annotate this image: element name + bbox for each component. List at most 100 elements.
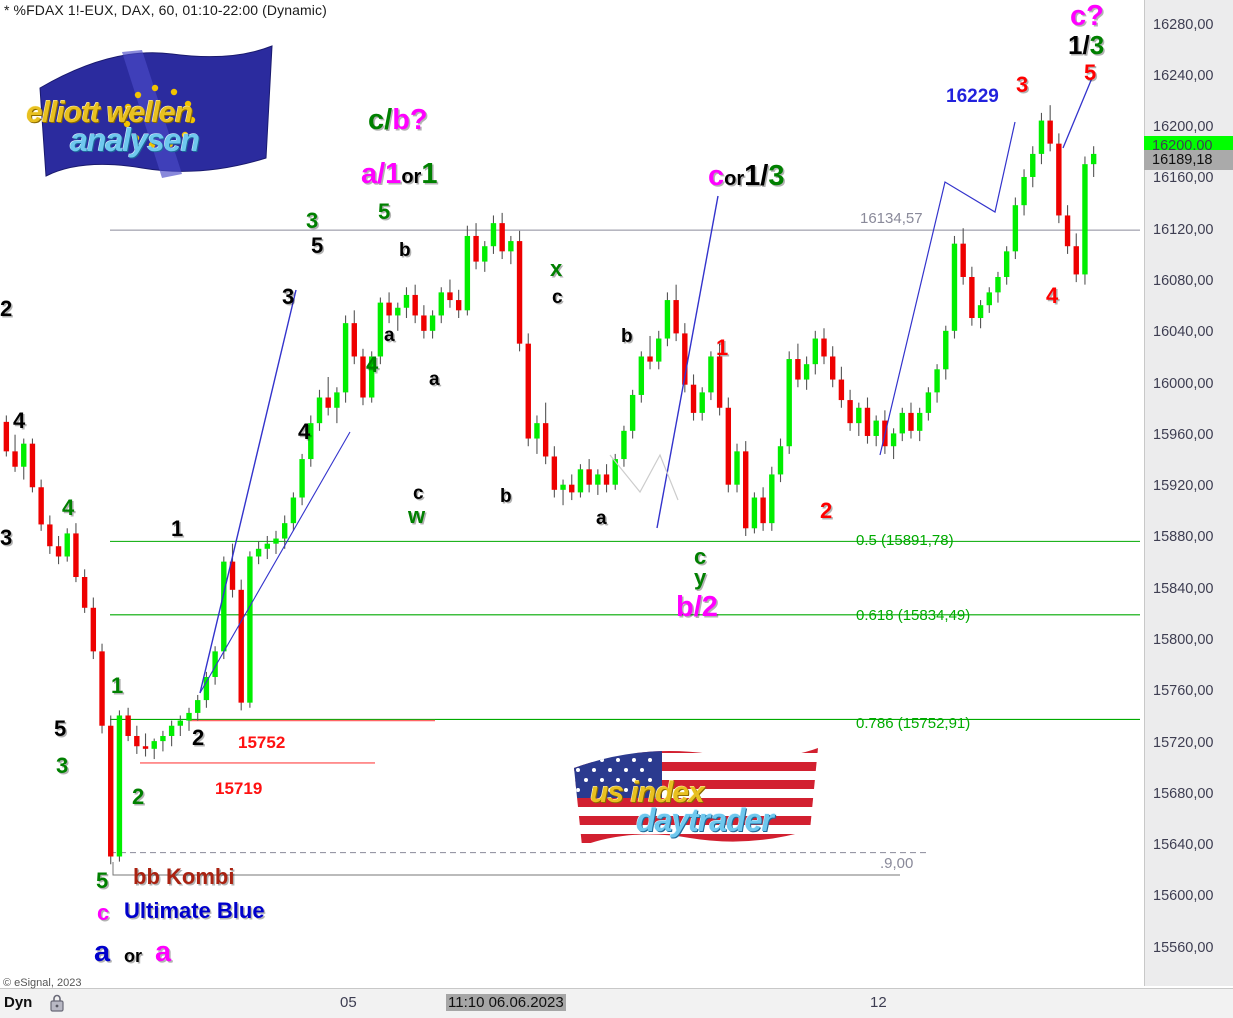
annotation-5-red-top: 5 <box>1084 60 1097 85</box>
candle-body <box>577 469 584 493</box>
candle-body <box>55 546 62 557</box>
candle-body <box>421 315 427 331</box>
candle-body <box>934 369 940 393</box>
candle-body <box>160 735 166 742</box>
price-axis-tick: 16240,00 <box>1153 67 1214 84</box>
candle-body <box>1073 246 1079 275</box>
candle-body <box>943 330 949 370</box>
fib-label-0786: 0.786 (15752,91) <box>856 715 971 732</box>
candle-body <box>473 235 479 262</box>
annotation-or-bottom: or <box>124 946 142 966</box>
candle-body <box>282 523 288 539</box>
price-axis-tick: 16040,00 <box>1153 324 1214 341</box>
annotation-y-green: y <box>694 565 707 590</box>
candle-body <box>47 524 53 547</box>
annotation-4-red: 4 <box>1046 283 1059 308</box>
candle-body <box>951 243 958 331</box>
candle-body <box>1003 251 1010 277</box>
annotation-3-green-low: 3 <box>56 753 69 778</box>
candle-body <box>264 543 270 549</box>
candle-body <box>708 356 714 393</box>
candle-body <box>351 323 357 357</box>
time-tick-05: 05 <box>340 994 357 1011</box>
candle-body <box>108 725 114 857</box>
candle-body <box>12 451 18 467</box>
lock-icon[interactable] <box>48 993 66 1013</box>
candle-body <box>551 456 558 490</box>
annotation-1-red: 1 <box>716 335 729 360</box>
candle-body <box>3 421 10 452</box>
candle-body <box>977 305 984 319</box>
annotation-c-1: c <box>413 483 424 504</box>
candle-body <box>864 407 871 436</box>
candle-body <box>890 433 897 447</box>
candle-body <box>455 300 462 311</box>
candle-body <box>221 561 227 652</box>
candle-body <box>255 548 262 557</box>
logo-elliott-wellen-analysen: elliott wellen analysen <box>22 28 288 188</box>
candle-body <box>21 443 27 467</box>
fib-label-0500: 0.5 (15891,78) <box>856 532 954 549</box>
annotation-3-red: 3 <box>1016 72 1029 97</box>
logo-text-us-line2: daytrader <box>636 802 774 838</box>
annotation-2-red: 2 <box>820 498 833 523</box>
annotation-a1-or-1: a/1or1 <box>361 158 438 190</box>
candle-body <box>1012 205 1019 252</box>
time-tick-12: 12 <box>870 994 887 1011</box>
annotation-c-question: c? <box>1070 0 1104 32</box>
price-axis-tick: 15800,00 <box>1153 632 1214 649</box>
candle-body <box>134 735 140 747</box>
candle-body <box>1021 176 1027 206</box>
candle-body <box>203 677 210 701</box>
price-axis-tick: 16080,00 <box>1153 273 1214 290</box>
price-axis-tick: 15840,00 <box>1153 580 1214 597</box>
candle-body <box>342 323 349 393</box>
price-axis-tick: 15640,00 <box>1153 837 1214 854</box>
annotation-a-3: a <box>596 508 607 529</box>
annotation-c-magenta-bottom: c <box>97 900 110 925</box>
time-axis[interactable]: Dyn 05 11:10 06.06.2023 12 <box>0 988 1233 1018</box>
candle-body <box>229 561 236 590</box>
candle-body <box>99 651 105 726</box>
candle-body <box>899 412 905 434</box>
price-axis-tick: 15680,00 <box>1153 785 1214 802</box>
candle-body <box>760 497 766 524</box>
candle-body <box>795 359 801 380</box>
candle-body <box>699 392 705 413</box>
candle-body <box>186 712 192 721</box>
candle-body <box>629 394 636 431</box>
copyright-notice: © eSignal, 2023 <box>3 977 82 989</box>
candle-body <box>142 746 149 749</box>
candle-body <box>403 294 410 308</box>
candle-body <box>882 420 888 447</box>
candle-body <box>151 741 157 749</box>
price-axis-tick: 16280,00 <box>1153 16 1214 33</box>
candle-body <box>1090 153 1097 165</box>
candle-body <box>769 474 775 524</box>
candle-body <box>377 302 384 357</box>
annotation-4-black-mid: 4 <box>298 419 311 444</box>
candle-body <box>847 400 853 424</box>
annotation-4-green-left: 4 <box>62 495 75 520</box>
annotation-c-or-13: cor1/3 <box>708 160 785 192</box>
price-axis-tick: 15720,00 <box>1153 734 1214 751</box>
candle-body <box>777 446 784 475</box>
annotation-5-green-top: 5 <box>378 199 391 224</box>
annotation-a-blue: a <box>94 936 111 968</box>
candle-body <box>542 423 549 457</box>
candle-body <box>386 302 392 316</box>
price-axis-tick: 15760,00 <box>1153 683 1214 700</box>
candle-body <box>1030 153 1036 177</box>
candle-body <box>690 384 697 413</box>
annotation-3-black-left: 3 <box>0 525 13 550</box>
red-level-15752: 15752 <box>238 733 286 752</box>
current-price-label: 16189,18 <box>1144 150 1233 171</box>
candle-body <box>586 469 592 485</box>
dyn-label[interactable]: Dyn <box>4 994 33 1011</box>
candle-body <box>716 356 723 408</box>
candlestick-series <box>3 105 1097 865</box>
candle-body <box>612 459 618 485</box>
annotation-4-black-left: 4 <box>13 408 26 433</box>
annotation-b2: b/2 <box>676 591 718 623</box>
annotation-b-2: b <box>500 486 512 507</box>
